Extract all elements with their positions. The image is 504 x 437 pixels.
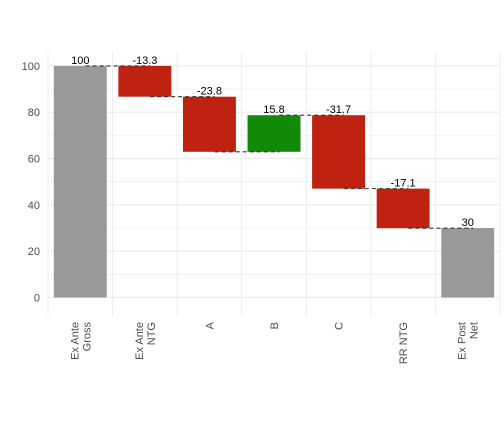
- data-label: -31.7: [326, 104, 351, 116]
- y-tick-label: 100: [22, 61, 40, 73]
- bar-total: [441, 228, 495, 298]
- connector-layer: [85, 65, 474, 229]
- y-tick-label: 60: [28, 154, 40, 166]
- x-tick-label: NTG: [146, 322, 158, 345]
- data-label: 15.8: [263, 104, 284, 116]
- y-tick-label: 80: [28, 107, 40, 119]
- data-label-layer: 100 -13.3 -23.8 15.8 -31.7 -17.1 30: [71, 55, 474, 229]
- data-label: -13.3: [132, 55, 157, 67]
- x-tick-label: Net: [469, 322, 481, 339]
- x-tick-label: A: [204, 321, 216, 329]
- x-tick-label: C: [334, 322, 346, 330]
- x-tick-label: Ex Ante: [69, 322, 81, 360]
- bar-increase: [247, 115, 301, 152]
- bar-decrease: [376, 188, 430, 229]
- data-label: -17.1: [391, 178, 416, 190]
- y-tick-label: 40: [28, 200, 40, 212]
- x-tick-label: B: [269, 322, 281, 329]
- x-tick-label: Ex Post: [457, 322, 469, 360]
- bar-decrease: [118, 65, 172, 97]
- bar-total: [53, 65, 107, 298]
- grid-layer: [47, 52, 501, 316]
- bar-layer: [53, 65, 495, 298]
- bar-decrease: [312, 115, 366, 189]
- data-label: 30: [462, 217, 474, 229]
- y-tick-label: 0: [34, 292, 40, 304]
- bar-decrease: [182, 96, 236, 152]
- data-label: 100: [71, 55, 89, 67]
- x-tick-label: Gross: [81, 322, 93, 352]
- y-tick-label: 20: [28, 246, 40, 258]
- x-tick-label: RR NTG: [398, 322, 410, 364]
- x-tick-label: Ex Ante: [134, 322, 146, 360]
- data-label: -23.8: [197, 86, 222, 98]
